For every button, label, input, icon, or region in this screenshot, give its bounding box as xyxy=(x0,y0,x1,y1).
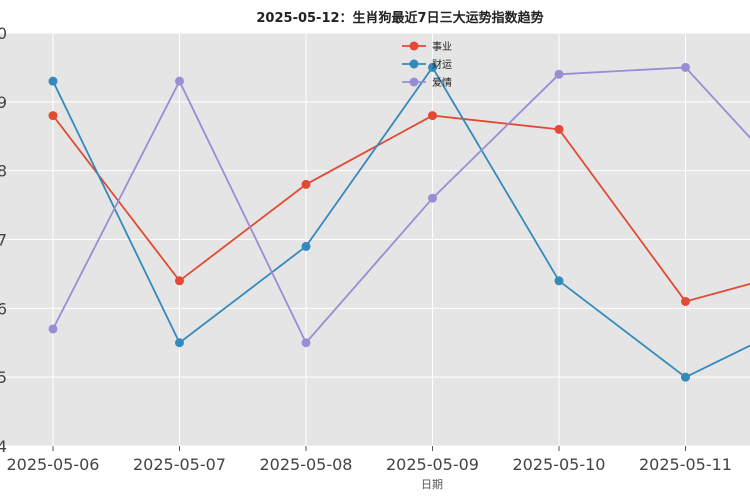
legend-swatch-marker xyxy=(409,77,419,87)
x-tick-label: 2025-05-10 xyxy=(513,455,606,474)
series-爱情 xyxy=(48,62,750,348)
x-axis-ticks: 2025-05-06 2025-05-07 2025-05-08 2025-05-09… xyxy=(7,446,732,474)
y-tick-label: 7 xyxy=(0,231,7,250)
data-point xyxy=(428,111,437,121)
y-axis-ticks: 4 5 6 7 8 9 10 xyxy=(0,24,7,456)
y-tick-label: 6 xyxy=(0,299,7,318)
y-tick-label: 4 xyxy=(0,437,7,456)
legend-swatch-marker xyxy=(409,59,419,69)
y-tick-label: 8 xyxy=(0,162,7,181)
y-tick-label: 5 xyxy=(0,368,7,387)
legend-item: 事业 xyxy=(402,40,452,53)
data-point xyxy=(301,179,311,189)
x-tick-label: 2025-05-07 xyxy=(133,455,226,474)
legend-item: 财运 xyxy=(402,58,452,71)
data-point xyxy=(428,193,437,203)
legend-item: 爱情 xyxy=(402,76,452,89)
data-point xyxy=(175,76,184,86)
data-point xyxy=(301,241,311,251)
y-tick-label: 9 xyxy=(0,93,7,112)
x-tick-label: 2025-05-11 xyxy=(639,455,732,474)
data-point xyxy=(681,296,690,306)
data-point xyxy=(175,338,184,348)
chart-title: 2025-05-12：生肖狗最近7日三大运势指数趋势 xyxy=(256,10,543,26)
data-point xyxy=(681,372,690,382)
data-point xyxy=(554,124,564,134)
series-事业 xyxy=(48,111,750,306)
x-tick-label: 2025-05-06 xyxy=(7,455,100,474)
data-point xyxy=(554,69,564,79)
data-point xyxy=(175,276,184,286)
grid-lines xyxy=(0,32,750,447)
data-point xyxy=(301,338,311,348)
data-point xyxy=(48,324,58,334)
x-tick-label: 2025-05-08 xyxy=(260,455,353,474)
series-财运 xyxy=(48,62,750,382)
legend-label: 爱情 xyxy=(432,76,452,89)
series-layer xyxy=(48,62,750,382)
y-tick-label: 10 xyxy=(0,24,7,43)
data-point xyxy=(554,276,564,286)
legend-swatch-marker xyxy=(409,41,419,51)
legend-label: 事业 xyxy=(432,40,452,53)
legend-label: 财运 xyxy=(432,58,452,71)
data-point xyxy=(428,62,437,72)
data-point xyxy=(681,62,690,72)
x-tick-label: 2025-05-09 xyxy=(386,455,479,474)
data-point xyxy=(48,111,58,121)
data-point xyxy=(48,76,58,86)
x-axis-label: 日期 xyxy=(421,478,443,491)
